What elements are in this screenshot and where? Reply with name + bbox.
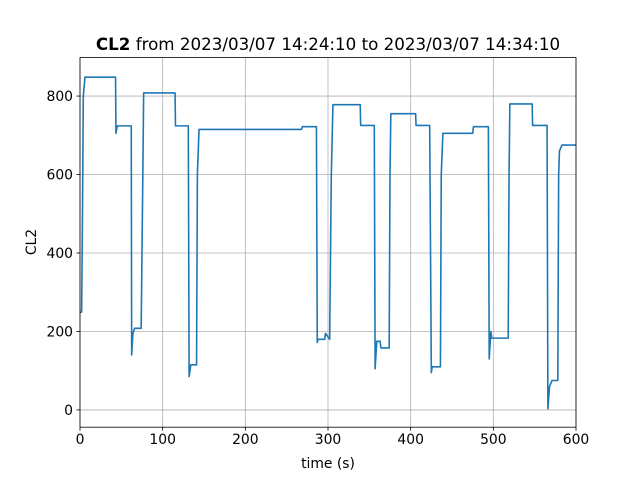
title-rest: from 2023/03/07 14:24:10 to 2023/03/07 1… [136, 34, 560, 54]
x-tick-label: 200 [232, 432, 259, 448]
x-tick-label: 100 [149, 432, 176, 448]
chart-title: CL2 from 2023/03/07 14:24:10 to 2023/03/… [96, 34, 560, 54]
plot-frame [79, 57, 577, 428]
x-tick-label: 0 [76, 432, 85, 448]
y-tick-label: 800 [46, 89, 73, 105]
y-tick-label: 200 [46, 324, 73, 340]
title-bold: CL2 [96, 34, 131, 54]
x-tick-label: 400 [397, 432, 424, 448]
data-line [79, 76, 576, 410]
x-tick-label: 500 [480, 432, 507, 448]
x-axis-label: time (s) [301, 456, 355, 472]
y-tick-label: 0 [64, 403, 73, 419]
y-axis-label: CL2 [24, 229, 40, 255]
y-tick-label: 600 [46, 168, 73, 184]
x-tick-label: 300 [315, 432, 342, 448]
x-tick-label: 600 [563, 432, 590, 448]
y-tick-label: 400 [46, 246, 73, 262]
